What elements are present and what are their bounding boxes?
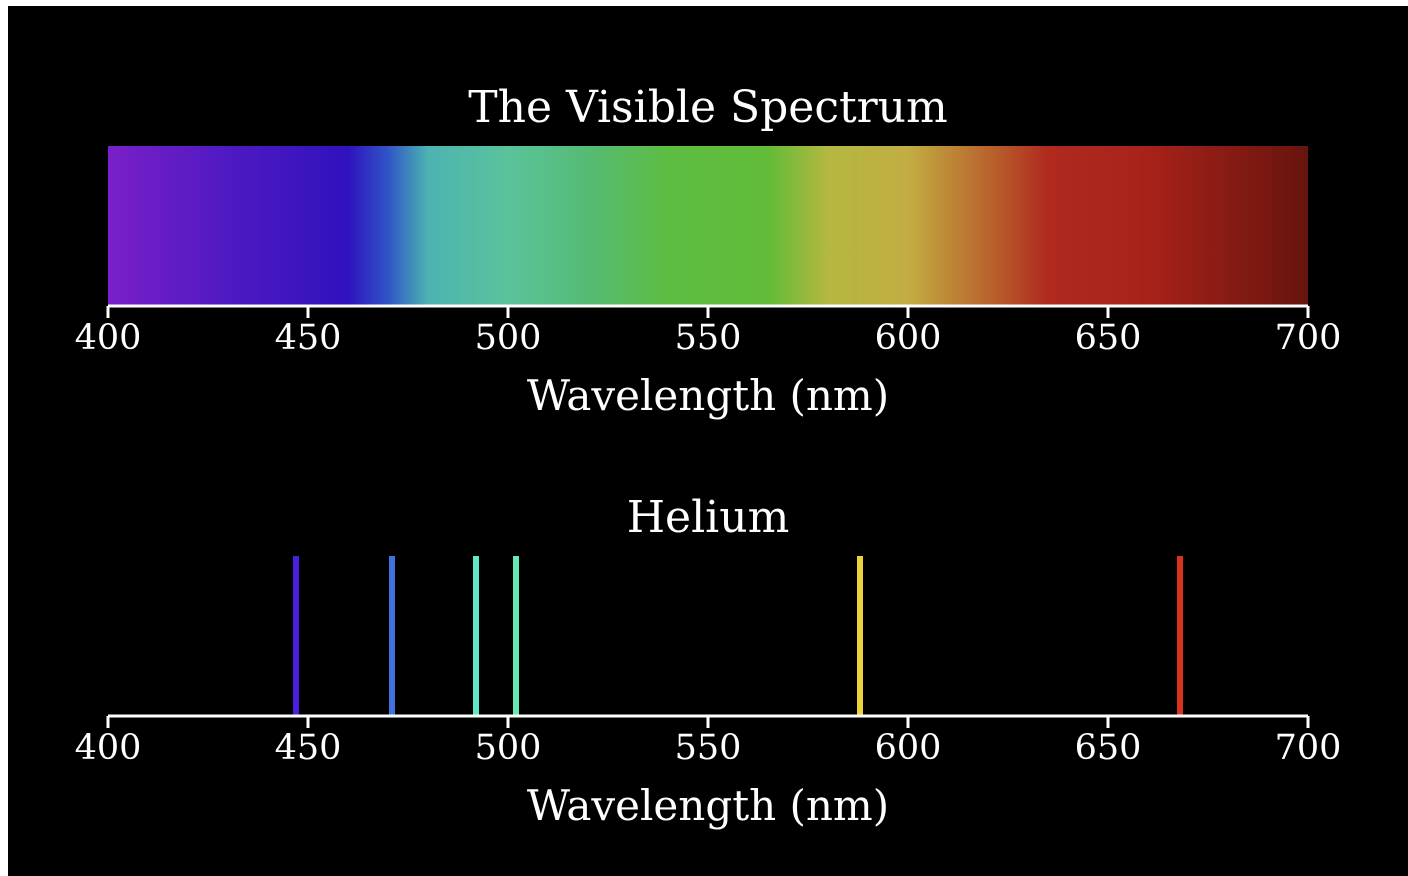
helium-emission-lines [293,556,1183,716]
spectrum-x-axis: 400 450 500 550 600 650 700 [75,304,1342,358]
spectrum-x-axis-label: Wavelength (nm) [527,371,889,420]
helium-tick-label-700: 700 [1275,728,1342,768]
helium-tick-label-550: 550 [675,728,742,768]
helium-tick-label-500: 500 [475,728,542,768]
spectrum-tick-label-650: 650 [1075,318,1142,358]
helium-x-axis-label: Wavelength (nm) [527,781,889,830]
helium-title: Helium [627,492,790,543]
spectrum-tick-label-550: 550 [675,318,742,358]
helium-tick-label-450: 450 [275,728,342,768]
helium-tick-label-600: 600 [875,728,942,768]
helium-tick-label-400: 400 [75,728,142,768]
spectrum-tick-label-600: 600 [875,318,942,358]
visible-spectrum-title: The Visible Spectrum [468,82,947,133]
helium-panel: Helium 400 450 500 550 600 650 700 Wavelength … [75,492,1342,830]
spectrum-tick-label-500: 500 [475,318,542,358]
spectrum-tick-label-400: 400 [75,318,142,358]
spectrum-gradient-bar [108,146,1308,306]
spectrum-tick-label-700: 700 [1275,318,1342,358]
helium-tick-label-650: 650 [1075,728,1142,768]
visible-spectrum-panel: The Visible Spectrum 400 450 500 550 600 650 7… [75,82,1342,420]
spectrum-tick-label-450: 450 [275,318,342,358]
helium-x-axis: 400 450 500 550 600 650 700 [75,714,1342,768]
